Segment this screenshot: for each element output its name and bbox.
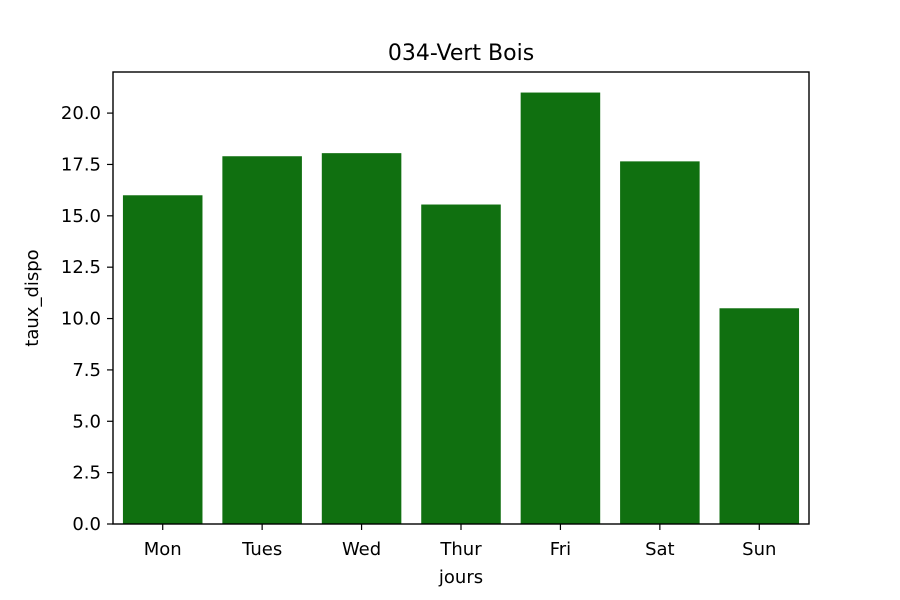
y-tick-label: 17.5 bbox=[61, 154, 101, 175]
x-tick-label-fri: Fri bbox=[550, 539, 571, 560]
y-tick-label: 10.0 bbox=[61, 309, 101, 330]
x-tick-label-wed: Wed bbox=[342, 539, 381, 560]
x-tick-label-sat: Sat bbox=[645, 539, 675, 560]
bar-thur bbox=[421, 204, 501, 524]
y-tick-label: 7.5 bbox=[72, 360, 101, 381]
x-axis: Mon Tues Wed Thur Fri Sat Sun bbox=[144, 524, 776, 560]
bars-group bbox=[122, 92, 800, 525]
plot-frame bbox=[112, 71, 810, 525]
x-axis-label: jours bbox=[438, 567, 483, 588]
bar-fri bbox=[520, 92, 601, 525]
x-tick-label-tues: Tues bbox=[241, 539, 282, 560]
y-tick-label: 12.5 bbox=[61, 257, 101, 278]
chart-title: 034-Vert Bois bbox=[388, 41, 534, 66]
x-tick-label-mon: Mon bbox=[144, 539, 182, 560]
x-tick-label-thur: Thur bbox=[439, 539, 482, 560]
y-tick-label: 5.0 bbox=[72, 411, 101, 432]
y-axis-label: taux_dispo bbox=[22, 249, 43, 346]
y-tick-label: 2.5 bbox=[72, 463, 101, 484]
bar-tues bbox=[222, 156, 302, 525]
bar-wed bbox=[321, 153, 402, 524]
bar-sat bbox=[620, 161, 700, 524]
y-tick-label: 15.0 bbox=[61, 206, 101, 227]
y-tick-label: 20.0 bbox=[61, 103, 101, 124]
x-tick-label-sun: Sun bbox=[742, 539, 776, 560]
y-axis: 0.0 2.5 5.0 7.5 10.0 12.5 15.0 17.5 20.0 bbox=[61, 103, 113, 535]
bar-sun bbox=[719, 308, 800, 524]
bar-mon bbox=[122, 195, 203, 524]
y-tick-label: 0.0 bbox=[72, 514, 101, 535]
